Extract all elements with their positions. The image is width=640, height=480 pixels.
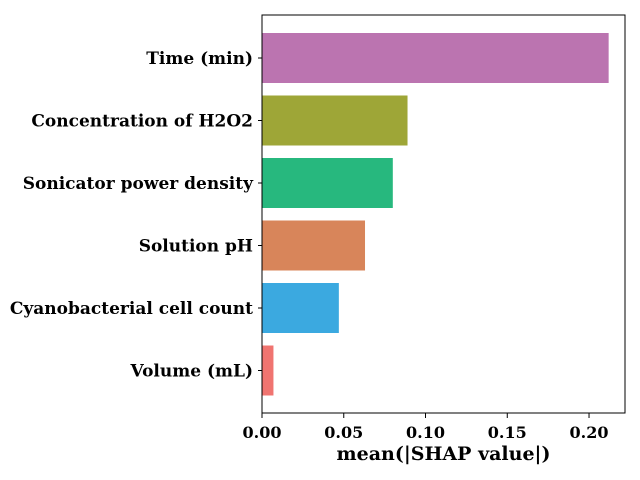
bar-concentration-of-h2o2 (262, 95, 408, 146)
plot-frame (261, 14, 626, 414)
category-labels: Time (min) Concentration of H2O2 Sonicator… (10, 49, 262, 382)
x-tick-label: 0.20 (570, 423, 609, 442)
bars-layer (262, 33, 609, 396)
bar-time-min (262, 33, 609, 83)
bar-solution-ph (262, 220, 366, 271)
bar-cyanobacterial-cell-count (262, 283, 339, 333)
category-label: Cyanobacterial cell count (10, 299, 253, 319)
category-label: Time (min) (146, 49, 253, 69)
x-tick-label: 0.10 (406, 423, 445, 442)
category-label: Volume (mL) (129, 362, 253, 382)
x-tick-label: 0.05 (324, 423, 363, 442)
category-label: Concentration of H2O2 (31, 112, 253, 132)
x-tick-label: 0.00 (243, 423, 282, 442)
x-tick-label: 0.15 (488, 423, 527, 442)
x-axis-title: mean(|SHAP value|) (337, 443, 551, 465)
bar-volume-ml (262, 345, 274, 396)
category-label: Solution pH (139, 237, 253, 257)
x-axis-ticks: 0.00 0.05 0.10 0.15 0.20 (243, 413, 609, 442)
category-label: Sonicator power density (23, 174, 254, 194)
bar-sonicator-power-density (262, 158, 393, 208)
